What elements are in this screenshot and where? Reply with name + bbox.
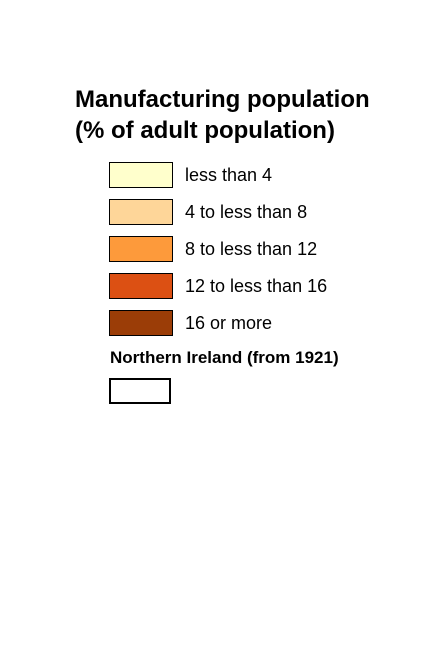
legend-title-line-2: (% of adult population) — [75, 117, 335, 144]
legend-item-16-or-more: 16 or more — [109, 310, 272, 336]
legend-swatch — [109, 236, 173, 262]
legend-item-4-to-8: 4 to less than 8 — [109, 199, 307, 225]
legend-swatch — [109, 162, 173, 188]
northern-ireland-label: Northern Ireland (from 1921) — [110, 348, 339, 367]
legend-swatch — [109, 199, 173, 225]
legend-item-label: 8 to less than 12 — [185, 239, 318, 259]
legend-item-label: less than 4 — [185, 165, 273, 185]
northern-ireland-swatch — [109, 378, 171, 404]
legend-item-label: 12 to less than 16 — [185, 276, 328, 296]
legend-title-line-1: Manufacturing population — [75, 86, 370, 113]
legend-title: Manufacturing population (% of adult pop… — [75, 84, 370, 146]
legend-swatch — [109, 310, 173, 336]
legend-item-8-to-12: 8 to less than 12 — [109, 236, 317, 262]
legend-swatch — [109, 273, 173, 299]
legend-item-label: 16 or more — [185, 313, 273, 333]
legend-item-12-to-16: 12 to less than 16 — [109, 273, 327, 299]
legend-item-label: 4 to less than 8 — [185, 202, 308, 222]
legend-item-less-than-4: less than 4 — [109, 162, 272, 188]
